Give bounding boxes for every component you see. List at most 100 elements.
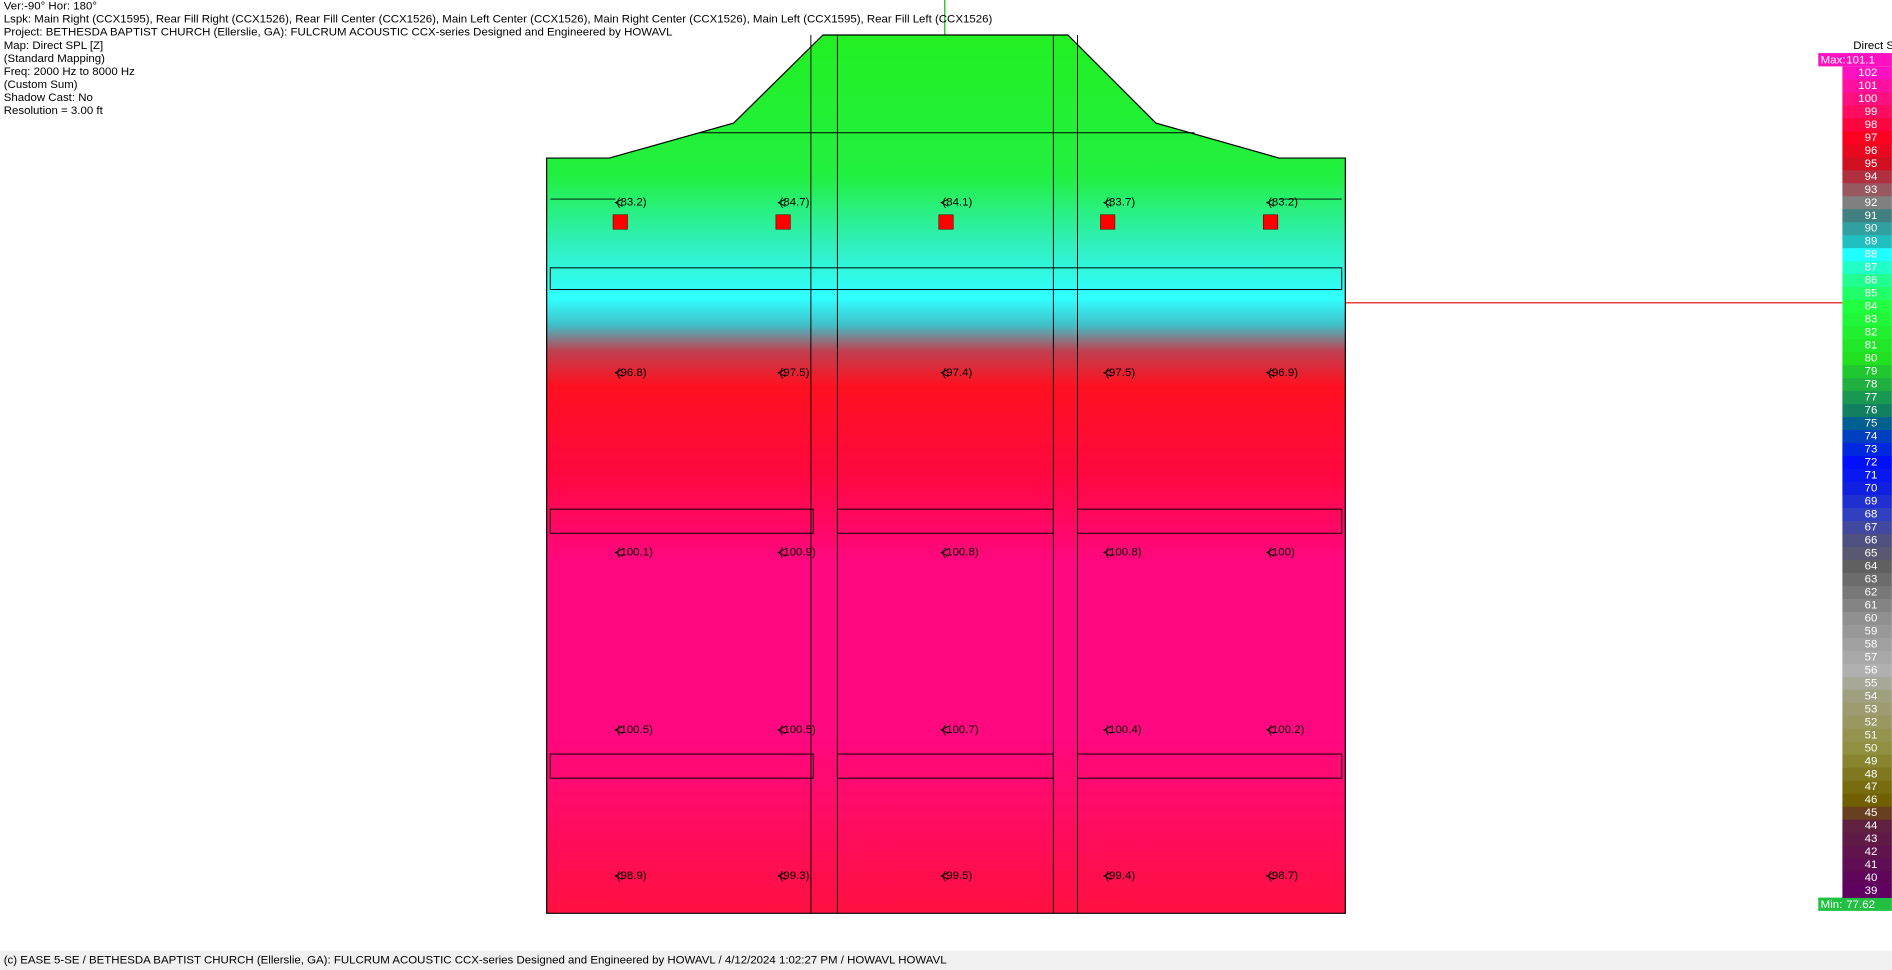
- status-bar: [0, 950, 1892, 970]
- legend-swatch: [1842, 702, 1892, 717]
- legend-swatch: [1842, 131, 1892, 145]
- reading-value: (100.5): [617, 724, 653, 736]
- legend-swatch: [1842, 637, 1892, 652]
- header-line: Lspk: Main Right (CCX1595), Rear Fill Ri…: [4, 14, 993, 26]
- legend-level: 67: [1865, 521, 1878, 533]
- min-label: Min:: [1821, 899, 1843, 911]
- legend-swatch: [1842, 845, 1892, 860]
- reading-marker: [1102, 198, 1112, 207]
- max-box: [1818, 53, 1892, 67]
- legend-swatch: [1842, 676, 1892, 691]
- legend-swatch: [1842, 456, 1892, 470]
- legend-level: 91: [1865, 210, 1878, 222]
- legend-swatch: [1842, 391, 1892, 405]
- reading-marker: [1102, 548, 1112, 557]
- legend-level: 50: [1865, 742, 1878, 754]
- reading-value: (83.7): [1105, 197, 1135, 209]
- loudspeaker-marker: [775, 214, 791, 230]
- legend-level: 53: [1865, 703, 1878, 715]
- legend-swatch: [1842, 274, 1892, 288]
- reading-value: (100.1): [617, 547, 653, 559]
- reading-marker: [1102, 725, 1112, 734]
- reading-value: (100): [1268, 547, 1295, 559]
- reading-marker: [614, 725, 623, 734]
- legend-level: 45: [1865, 807, 1878, 819]
- reading-value: (84.7): [780, 197, 810, 209]
- legend-level: 86: [1865, 275, 1878, 287]
- legend-level: 97: [1865, 132, 1878, 144]
- header-line: Resolution = 3.00 ft: [4, 105, 104, 117]
- legend-level: 59: [1865, 625, 1878, 637]
- legend-level: 79: [1865, 366, 1878, 378]
- header-line: Project: BETHESDA BAPTIST CHURCH (Ellers…: [4, 27, 673, 39]
- legend-level: 43: [1865, 833, 1878, 845]
- reading-marker: [1102, 368, 1112, 377]
- reading-value: (97.4): [942, 367, 972, 379]
- legend-level: 55: [1865, 677, 1878, 689]
- reading-value: (100.9): [780, 547, 816, 559]
- reading-marker: [1265, 871, 1275, 880]
- legend-level: 80: [1865, 353, 1878, 365]
- reading-value: (84.1): [942, 197, 972, 209]
- legend-swatch: [1842, 598, 1892, 613]
- legend-swatch: [1842, 365, 1892, 379]
- header-line: Map: Direct SPL [Z]: [4, 40, 104, 52]
- header-line: (Standard Mapping): [4, 53, 105, 65]
- legend-level: 49: [1865, 755, 1878, 767]
- legend-swatch: [1842, 858, 1892, 872]
- legend-level: 62: [1865, 586, 1878, 598]
- reading-value: (98.9): [617, 870, 647, 882]
- legend-level: 99: [1865, 106, 1878, 118]
- reading-marker: [614, 871, 623, 880]
- legend-swatch: [1842, 326, 1892, 340]
- legend-swatch: [1842, 507, 1892, 522]
- legend-level: 48: [1865, 768, 1878, 780]
- legend-level: 76: [1865, 405, 1878, 417]
- legend-level: 65: [1865, 547, 1878, 559]
- legend-title: Direct SPL [dB]: [1853, 40, 1892, 52]
- legend-swatch: [1842, 520, 1892, 535]
- legend-swatch: [1842, 404, 1892, 418]
- legend-level: 87: [1865, 262, 1878, 274]
- legend-level: 83: [1865, 314, 1878, 326]
- legend-swatch: [1842, 261, 1892, 275]
- loudspeaker-marker: [1262, 214, 1279, 230]
- reading-value: (83.2): [1268, 197, 1298, 209]
- legend-swatch: [1842, 287, 1892, 301]
- legend-swatch: [1842, 66, 1892, 80]
- legend-swatch: [1842, 92, 1892, 106]
- legend-swatch: [1842, 533, 1892, 548]
- legend-level: 81: [1865, 340, 1878, 352]
- reading-value: (100.2): [1268, 724, 1304, 736]
- legend-level: 70: [1865, 483, 1878, 495]
- legend-level: 61: [1865, 599, 1878, 611]
- legend-level: 101: [1858, 80, 1877, 92]
- reading-value: (99.5): [942, 870, 972, 882]
- legend-level: 102: [1858, 67, 1877, 79]
- legend-swatch: [1842, 378, 1892, 392]
- loudspeaker-marker: [1100, 214, 1116, 230]
- reading-value: (83.2): [617, 197, 647, 209]
- legend-swatch: [1842, 481, 1892, 496]
- legend-level: 74: [1865, 431, 1878, 443]
- legend-swatch: [1842, 741, 1892, 756]
- reading-value: (96.9): [1268, 367, 1298, 379]
- legend-level: 94: [1865, 171, 1878, 183]
- legend-swatch: [1842, 806, 1892, 821]
- legend-swatch: [1842, 494, 1892, 509]
- legend-swatch: [1842, 79, 1892, 93]
- legend-level: 56: [1865, 664, 1878, 676]
- reading-value: (100.8): [942, 547, 978, 559]
- legend-level: 75: [1865, 418, 1878, 430]
- legend-level: 96: [1865, 145, 1878, 157]
- legend-swatch: [1842, 585, 1892, 600]
- legend-swatch: [1842, 209, 1892, 223]
- legend-swatch: [1842, 819, 1892, 834]
- legend-swatch: [1842, 118, 1892, 132]
- legend-swatch: [1842, 650, 1892, 665]
- footer-text: (c) EASE 5-SE / BETHESDA BAPTIST CHURCH …: [4, 954, 947, 966]
- legend-swatch: [1842, 624, 1892, 639]
- reading-value: (97.5): [780, 367, 810, 379]
- legend-swatch: [1842, 559, 1892, 574]
